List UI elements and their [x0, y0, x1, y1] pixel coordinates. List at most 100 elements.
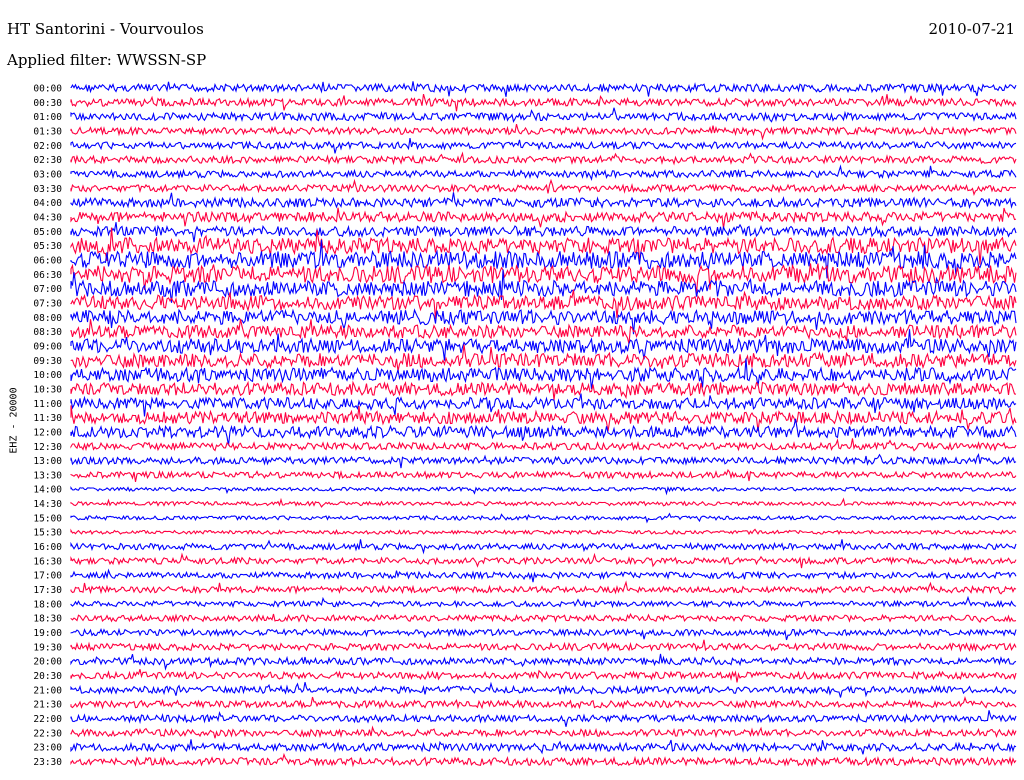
- tick-label: 08:00: [33, 313, 62, 324]
- record-date: 2010-07-21: [928, 20, 1015, 38]
- trace-line: [70, 512, 1017, 524]
- tick-label: 23:00: [33, 743, 62, 754]
- tick-label: 11:00: [33, 399, 62, 410]
- tick-label: 15:30: [33, 528, 62, 539]
- trace-line: [70, 552, 1017, 569]
- tick-label: 21:30: [33, 700, 62, 711]
- trace-line: [70, 725, 1017, 739]
- trace-line: [70, 653, 1017, 671]
- tick-label: 00:00: [33, 84, 62, 95]
- tick-label: 08:30: [33, 327, 62, 338]
- tick-label: 21:00: [33, 685, 62, 696]
- tick-label: 15:00: [33, 513, 62, 524]
- tick-label: 20:00: [33, 657, 62, 668]
- tick-label: 22:30: [33, 728, 62, 739]
- tick-label: 19:00: [33, 628, 62, 639]
- station-title: HT Santorini - Vourvoulos: [7, 20, 204, 38]
- trace-line: [70, 269, 1017, 303]
- tick-label: 22:00: [33, 714, 62, 725]
- trace-line: [70, 329, 1017, 361]
- trace-line: [70, 612, 1017, 624]
- tick-label: 12:00: [33, 427, 62, 438]
- tick-label: 18:30: [33, 614, 62, 625]
- tick-label: 01:00: [33, 112, 62, 123]
- time-tick-labels: 00:00 00:30 01:00 01:30 02:00 02:30 03:00 03:30…: [33, 84, 62, 769]
- trace-line: [70, 107, 1017, 124]
- trace-line: [70, 681, 1017, 698]
- tick-label: 04:30: [33, 212, 62, 223]
- trace-line: [70, 528, 1017, 536]
- trace-line: [70, 222, 1017, 243]
- trace-line: [70, 239, 1017, 279]
- trace-line: [70, 227, 1017, 265]
- tick-label: 06:30: [33, 270, 62, 281]
- trace-line: [70, 405, 1017, 432]
- tick-label: 19:30: [33, 642, 62, 653]
- tick-label: 18:00: [33, 599, 62, 610]
- tick-label: 17:00: [33, 571, 62, 582]
- tick-label: 14:30: [33, 499, 62, 510]
- trace-line: [70, 192, 1017, 210]
- trace-line: [70, 595, 1017, 609]
- trace-line: [70, 81, 1017, 97]
- tick-label: 02:30: [33, 155, 62, 166]
- trace-line: [70, 123, 1017, 141]
- trace-line: [70, 380, 1017, 400]
- trace-line: [70, 752, 1017, 768]
- trace-line: [70, 485, 1017, 496]
- tick-label: 12:30: [33, 442, 62, 453]
- trace-line: [70, 739, 1017, 755]
- tick-label: 23:30: [33, 757, 62, 768]
- tick-label: 20:30: [33, 671, 62, 682]
- trace-line: [70, 178, 1017, 196]
- trace-line: [70, 497, 1017, 508]
- trace-line: [70, 627, 1017, 641]
- trace-line: [70, 207, 1017, 229]
- tick-label: 05:30: [33, 241, 62, 252]
- trace-line: [70, 344, 1017, 372]
- trace-line: [70, 468, 1017, 483]
- trace-line: [70, 289, 1017, 319]
- trace-line: [70, 308, 1017, 335]
- trace-line: [70, 710, 1017, 727]
- tick-label: 00:30: [33, 98, 62, 109]
- trace-line: [70, 418, 1017, 446]
- tick-label: 17:30: [33, 585, 62, 596]
- trace-line: [70, 358, 1017, 390]
- tick-label: 05:00: [33, 227, 62, 238]
- tick-label: 04:00: [33, 198, 62, 209]
- trace-line: [70, 695, 1017, 710]
- tick-label: 03:00: [33, 169, 62, 180]
- trace-line: [70, 539, 1017, 555]
- tick-label: 03:30: [33, 184, 62, 195]
- trace-line: [70, 639, 1017, 653]
- tick-label: 10:00: [33, 370, 62, 381]
- tick-label: 14:00: [33, 485, 62, 496]
- tick-label: 01:30: [33, 126, 62, 137]
- trace-line: [70, 318, 1017, 345]
- tick-label: 02:00: [33, 141, 62, 152]
- tick-label: 09:00: [33, 341, 62, 352]
- trace-line: [70, 263, 1017, 293]
- tick-label: 13:30: [33, 470, 62, 481]
- trace-line: [70, 568, 1017, 583]
- tick-label: 16:30: [33, 556, 62, 567]
- filter-label: Applied filter: WWSSN-SP: [7, 51, 207, 69]
- trace-line: [70, 393, 1017, 417]
- tick-label: 11:30: [33, 413, 62, 424]
- tick-label: 10:30: [33, 384, 62, 395]
- trace-line: [70, 93, 1017, 112]
- tick-label: 07:30: [33, 298, 62, 309]
- trace-group: [70, 81, 1017, 768]
- tick-label: 09:30: [33, 356, 62, 367]
- trace-line: [70, 580, 1017, 595]
- trace-line: [70, 164, 1017, 182]
- trace-line: [70, 669, 1017, 683]
- tick-label: 16:00: [33, 542, 62, 553]
- trace-line: [70, 452, 1017, 469]
- tick-label: 07:00: [33, 284, 62, 295]
- trace-line: [70, 138, 1017, 154]
- tick-label: 13:00: [33, 456, 62, 467]
- trace-line: [70, 438, 1017, 452]
